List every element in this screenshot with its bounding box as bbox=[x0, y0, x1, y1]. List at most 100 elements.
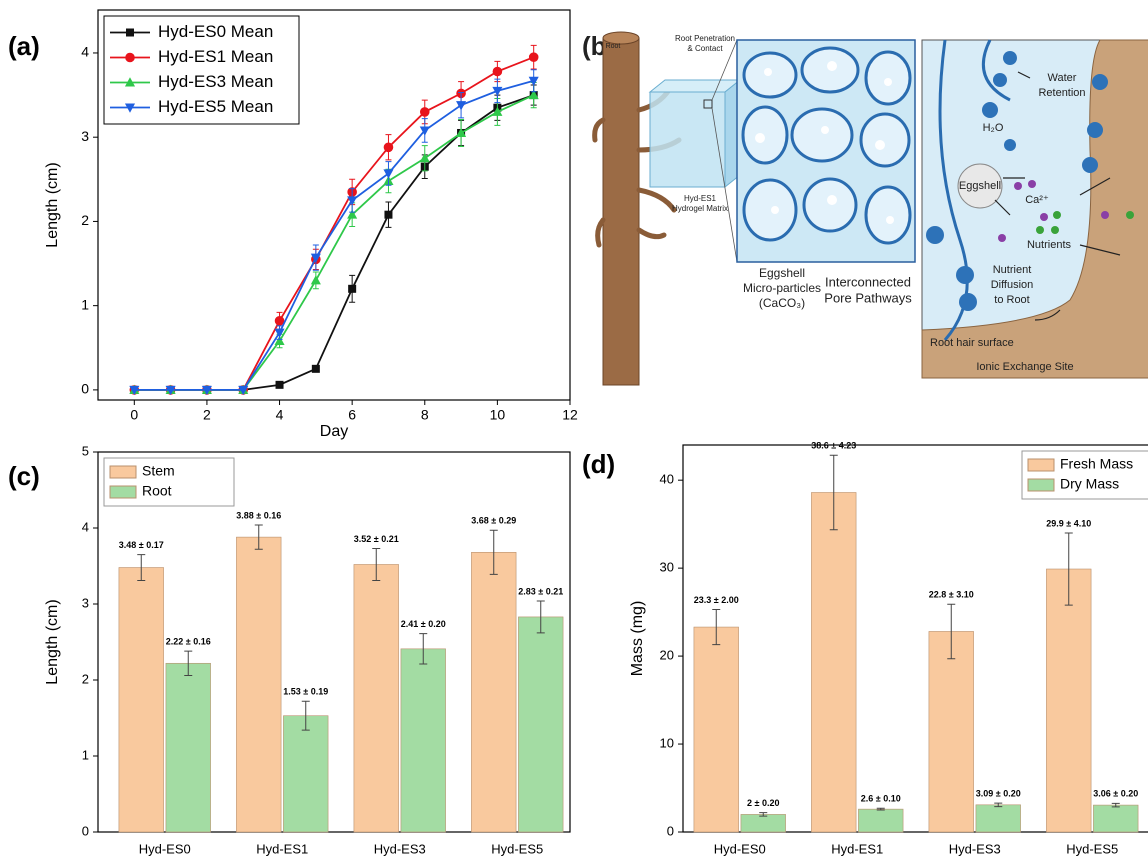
error-bar bbox=[254, 524, 263, 550]
y-tick-label: 0 bbox=[81, 381, 89, 397]
marker bbox=[347, 209, 358, 219]
value-label: 3.06 ± 0.20 bbox=[1093, 789, 1138, 799]
label: Hydrogel Matrix bbox=[672, 204, 728, 213]
x-tick-label: Hyd-ES5 bbox=[1066, 841, 1118, 856]
eggshell-particles bbox=[755, 61, 894, 224]
y-tick-label: 3 bbox=[82, 595, 89, 610]
y-tick-label: 10 bbox=[660, 735, 674, 750]
value-label: 1.53 ± 0.19 bbox=[283, 687, 328, 697]
bar bbox=[975, 804, 1021, 833]
bar bbox=[165, 662, 211, 833]
marker bbox=[201, 385, 212, 396]
legend-label: Dry Mass bbox=[1060, 476, 1119, 492]
panel-label: (a) bbox=[8, 31, 40, 61]
marker bbox=[124, 77, 136, 87]
legend-label: Hyd-ES1 Mean bbox=[158, 47, 273, 66]
bar bbox=[118, 567, 164, 833]
label: Pore Pathways bbox=[824, 290, 912, 305]
bar bbox=[811, 492, 857, 833]
y-tick-label: 4 bbox=[82, 519, 89, 534]
ions bbox=[998, 180, 1134, 242]
marker bbox=[384, 210, 393, 219]
x-axis-label: Day bbox=[320, 423, 348, 440]
x-tick-label: Hyd-ES0 bbox=[714, 841, 766, 856]
root-shape bbox=[602, 37, 640, 386]
value-label: 2.22 ± 0.16 bbox=[166, 636, 211, 646]
legend-swatch bbox=[1027, 458, 1055, 472]
pore-cells bbox=[741, 46, 912, 245]
marker bbox=[274, 335, 285, 346]
value-label: 23.3 ± 2.00 bbox=[694, 595, 739, 605]
y-tick-label: 40 bbox=[660, 472, 674, 487]
label: H₂O bbox=[983, 122, 1004, 134]
legend-label: Hyd-ES3 Mean bbox=[158, 72, 273, 91]
marker bbox=[528, 76, 539, 87]
marker bbox=[492, 106, 503, 116]
marker bbox=[275, 380, 284, 389]
x-tick-label: Hyd-ES0 bbox=[139, 841, 191, 856]
x-tick-label: 10 bbox=[490, 407, 506, 423]
value-label: 3.09 ± 0.20 bbox=[976, 788, 1021, 798]
error-bar bbox=[947, 603, 956, 660]
marker bbox=[348, 284, 357, 293]
legend-swatch bbox=[1027, 478, 1055, 492]
bar bbox=[740, 814, 786, 833]
label: Diffusion bbox=[991, 279, 1034, 291]
value-label: 2.41 ± 0.20 bbox=[401, 619, 446, 629]
label: Ca²⁺ bbox=[1025, 194, 1049, 206]
x-tick-label: 6 bbox=[348, 407, 356, 423]
marker bbox=[274, 328, 285, 338]
marker bbox=[126, 28, 134, 37]
plot-frame bbox=[97, 451, 571, 833]
value-label: 2.6 ± 0.10 bbox=[861, 794, 901, 804]
label: Root Penetration bbox=[675, 34, 735, 43]
legend-box bbox=[103, 15, 300, 125]
diagram: (b) Root Root Penetration & Contact Hyd-… bbox=[582, 31, 1148, 386]
marker bbox=[383, 169, 394, 179]
marker bbox=[528, 52, 539, 62]
marker bbox=[311, 364, 320, 373]
x-tick-label: Hyd-ES5 bbox=[491, 841, 543, 856]
label: Eggshell bbox=[759, 266, 805, 280]
y-tick-label: 2 bbox=[82, 671, 89, 686]
arrows bbox=[994, 71, 1121, 321]
marker bbox=[238, 385, 249, 396]
zoom-box bbox=[703, 99, 713, 109]
marker bbox=[310, 275, 321, 285]
error-bar bbox=[419, 633, 428, 665]
x-tick-label: 8 bbox=[421, 407, 429, 423]
y-tick-label: 0 bbox=[667, 823, 674, 838]
value-label: 3.68 ± 0.29 bbox=[471, 516, 516, 526]
marker bbox=[125, 52, 135, 63]
marker bbox=[456, 101, 467, 111]
y-axis-label: Length (cm) bbox=[44, 599, 61, 684]
label: Root hair surface bbox=[930, 337, 1014, 349]
y-tick-label: 30 bbox=[660, 560, 674, 575]
marker bbox=[528, 89, 539, 100]
marker bbox=[419, 126, 430, 136]
label: to Root bbox=[994, 294, 1029, 306]
legend-label: Hyd-ES0 Mean bbox=[158, 22, 273, 41]
cube-front bbox=[649, 91, 726, 188]
label: Eggshell bbox=[959, 180, 1001, 192]
bar bbox=[1046, 568, 1092, 833]
bar bbox=[353, 564, 399, 833]
legend-label: Hyd-ES5 Mean bbox=[158, 97, 273, 116]
marker bbox=[165, 385, 176, 396]
bar bbox=[283, 715, 329, 833]
error-bar bbox=[1064, 532, 1073, 606]
series-line bbox=[134, 79, 534, 391]
y-tick-label: 1 bbox=[81, 296, 89, 312]
water-spheres bbox=[926, 51, 1108, 311]
error-bar bbox=[137, 554, 146, 581]
error-bar bbox=[829, 454, 838, 531]
y-tick-label: 5 bbox=[82, 443, 89, 458]
y-axis-label: Length (cm) bbox=[44, 162, 61, 247]
value-label: 3.88 ± 0.16 bbox=[236, 510, 281, 520]
legend-label: Fresh Mass bbox=[1060, 456, 1133, 472]
bar bbox=[518, 616, 564, 833]
bar bbox=[236, 536, 282, 833]
error-bar bbox=[301, 700, 310, 731]
x-tick-label: 4 bbox=[276, 407, 284, 423]
